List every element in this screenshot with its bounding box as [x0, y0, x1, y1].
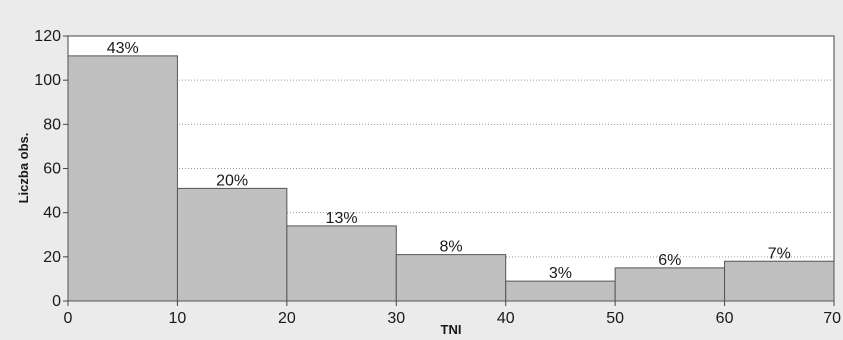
data-labels: 43% 20% 13% 8% 3% 6% 7% [107, 40, 791, 282]
bar-percent-label: 7% [768, 245, 791, 262]
x-tick-label: 0 [64, 310, 73, 327]
x-axis-title: TNI [441, 322, 462, 337]
x-tick-label: 50 [606, 310, 624, 327]
y-tick-label: 100 [34, 72, 61, 89]
histogram-bar [176, 187, 288, 302]
y-tick-label: 80 [43, 116, 61, 133]
bar-percent-label: 43% [107, 40, 139, 57]
x-tick-label: 40 [497, 310, 515, 327]
x-axis-ticks: 0 10 20 30 40 50 60 70 [64, 301, 841, 327]
x-tick-label: 30 [387, 310, 405, 327]
histogram-bar [286, 225, 397, 302]
x-tick-label: 20 [278, 310, 296, 327]
y-tick-label: 0 [52, 293, 61, 310]
histogram-bar [67, 55, 178, 302]
y-axis-title: Liczba obs. [16, 133, 31, 204]
bar-percent-label: 3% [549, 265, 572, 282]
bars [67, 55, 835, 302]
y-tick-label: 60 [43, 161, 61, 178]
bar-percent-label: 13% [326, 210, 358, 227]
bar-percent-label: 8% [439, 239, 462, 256]
bar-percent-label: 6% [658, 252, 681, 269]
y-tick-label: 40 [43, 205, 61, 222]
y-tick-label: 120 [34, 28, 61, 45]
y-tick-label: 20 [43, 249, 61, 266]
histogram-bar [724, 260, 835, 302]
histogram-bar [395, 254, 507, 302]
histogram-bar [505, 280, 616, 302]
histogram-bar [614, 267, 726, 302]
bar-percent-label: 20% [216, 172, 248, 189]
x-tick-label: 10 [169, 310, 187, 327]
x-tick-label: 70 [823, 310, 841, 327]
y-axis-ticks: 0 20 40 60 80 100 120 [34, 28, 68, 310]
x-tick-label: 60 [716, 310, 734, 327]
